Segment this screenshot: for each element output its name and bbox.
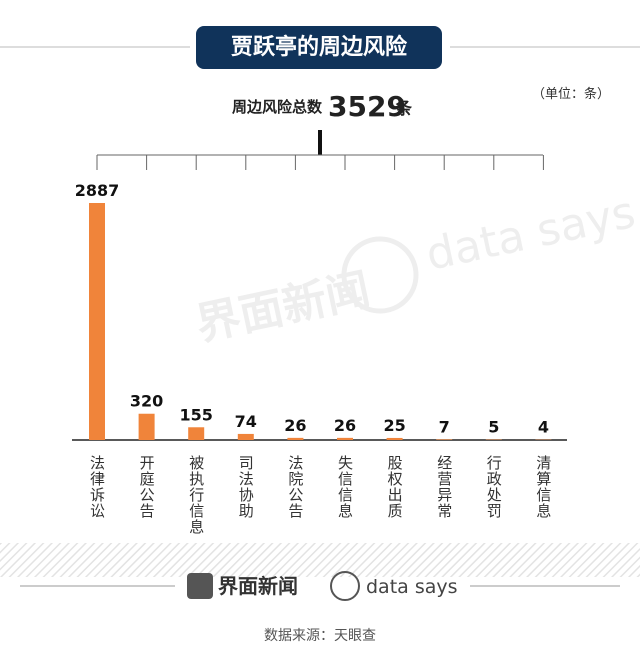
total-value: 3529	[328, 90, 406, 123]
value-label: 26	[284, 416, 306, 435]
brand-logo	[187, 573, 213, 599]
chart-title: 贾跃亭的周边风险	[231, 34, 408, 60]
footer-band	[0, 543, 640, 577]
bar	[237, 433, 254, 440]
bar	[337, 437, 353, 440]
source: 数据来源：天眼查	[264, 628, 376, 644]
unit-note: （单位：条）	[532, 86, 610, 102]
brand-logo	[330, 571, 360, 601]
footer-brand2: data says	[366, 576, 458, 598]
value-label: 2887	[75, 181, 120, 200]
x-tick-label: 经营异常	[435, 455, 453, 519]
x-tick-label: 股权出质	[386, 455, 404, 519]
bar	[188, 427, 205, 440]
value-label: 26	[334, 416, 356, 435]
total-label: 周边风险总数	[232, 98, 323, 116]
x-tick-label: 失信信息	[336, 455, 354, 519]
watermark: 界面新闻	[192, 264, 375, 350]
bar	[436, 439, 453, 440]
footer-brand: 界面新闻	[218, 574, 298, 598]
value-label: 74	[235, 412, 257, 431]
title-box	[196, 26, 442, 69]
value-label: 320	[130, 392, 163, 411]
x-tick-label: 清算信息	[534, 455, 552, 519]
x-tick-label: 法律诉讼	[88, 455, 106, 519]
value-label: 7	[439, 417, 450, 436]
x-tick-label: 司法协助	[237, 455, 255, 519]
bar	[138, 413, 155, 440]
value-label: 155	[179, 405, 212, 424]
x-tick-label: 行政处罚	[485, 455, 503, 519]
value-label: 4	[538, 418, 549, 437]
x-tick-label: 被执行信息	[187, 455, 205, 535]
watermark-logo	[341, 236, 419, 314]
x-tick-label: 开庭公告	[138, 455, 156, 519]
x-tick-label: 法院公告	[286, 455, 304, 519]
value-label: 5	[488, 418, 499, 437]
bar	[386, 437, 403, 440]
value-label: 25	[383, 416, 405, 435]
bar	[287, 437, 304, 440]
total-unit: 条	[394, 98, 413, 119]
watermark: data says	[422, 187, 640, 281]
bar	[89, 203, 105, 440]
